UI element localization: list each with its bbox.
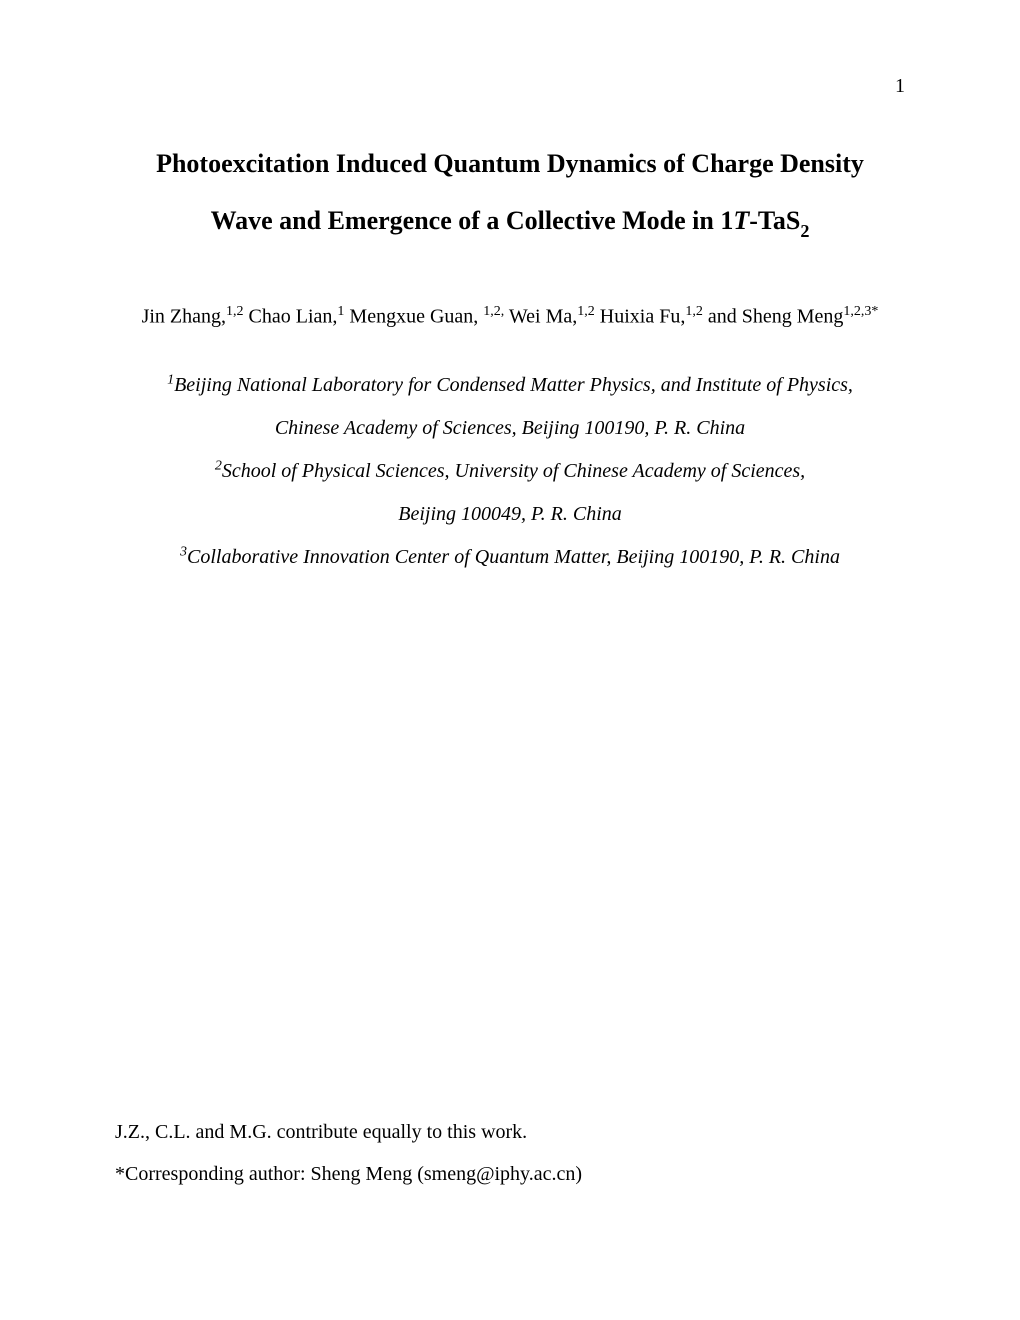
page-number: 1 — [895, 75, 905, 98]
affiliation-1-line-2: Chinese Academy of Sciences, Beijing 100… — [115, 407, 905, 450]
author-6: and Sheng Meng — [703, 306, 844, 328]
authors-list: Jin Zhang,1,2 Chao Lian,1 Mengxue Guan, … — [115, 304, 905, 329]
author-1-affil: 1,2 — [226, 304, 244, 319]
affiliation-2-line-1: 2School of Physical Sciences, University… — [115, 450, 905, 493]
author-5-affil: 1,2 — [685, 304, 703, 319]
affil-1-text: Beijing National Laboratory for Condense… — [174, 374, 853, 396]
title-italic-T: T — [733, 206, 749, 235]
title-line-1: Photoexcitation Induced Quantum Dynamics… — [115, 135, 905, 192]
author-5: Huixia Fu, — [595, 306, 686, 328]
author-6-affil: 1,2,3* — [843, 304, 878, 319]
affiliation-3-line-1: 3Collaborative Innovation Center of Quan… — [115, 536, 905, 579]
title-line-2: Wave and Emergence of a Collective Mode … — [115, 192, 905, 249]
author-2: Chao Lian, — [244, 306, 338, 328]
footer-notes: J.Z., C.L. and M.G. contribute equally t… — [115, 1111, 905, 1195]
affil-3-sup: 3 — [180, 544, 187, 559]
affil-3-text: Collaborative Innovation Center of Quant… — [187, 546, 840, 568]
author-4-affil: 1,2 — [577, 304, 595, 319]
affil-2-sup: 2 — [215, 458, 222, 473]
affiliations-block: 1Beijing National Laboratory for Condens… — [115, 364, 905, 579]
author-3: Mengxue Guan, — [344, 306, 483, 328]
title-text-mid: -TaS — [749, 206, 800, 235]
affiliation-2-line-2: Beijing 100049, P. R. China — [115, 493, 905, 536]
paper-title: Photoexcitation Induced Quantum Dynamics… — [115, 135, 905, 249]
contribution-note: J.Z., C.L. and M.G. contribute equally t… — [115, 1111, 905, 1153]
author-1: Jin Zhang, — [142, 306, 226, 328]
affiliation-1-line-1: 1Beijing National Laboratory for Condens… — [115, 364, 905, 407]
author-3-affil: 1,2, — [483, 304, 504, 319]
affil-2-text: School of Physical Sciences, University … — [222, 460, 805, 482]
title-subscript: 2 — [800, 221, 809, 241]
title-text-pre: Wave and Emergence of a Collective Mode … — [211, 206, 734, 235]
author-4: Wei Ma, — [504, 306, 577, 328]
corresponding-author: *Corresponding author: Sheng Meng (smeng… — [115, 1153, 905, 1195]
